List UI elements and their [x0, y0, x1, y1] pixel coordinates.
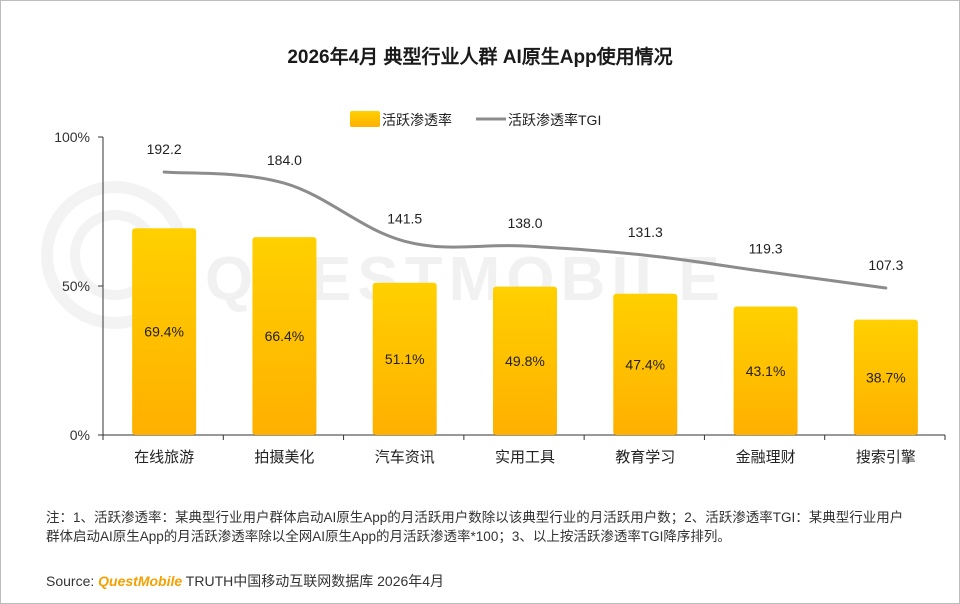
tgi-value-label: 107.3	[868, 257, 903, 273]
bar	[733, 306, 798, 435]
chart-svg: QUESTMOBILE 活跃渗透率 活跃渗透率TGI 0%50%100%在线旅游拍…	[41, 111, 946, 466]
tgi-value-label: 119.3	[749, 241, 783, 257]
bar	[372, 282, 437, 435]
tgi-value-label: 192.2	[147, 141, 182, 157]
x-tick-label: 金融理财	[736, 449, 796, 466]
bar	[613, 293, 678, 435]
x-tick-label: 拍摄美化	[254, 449, 314, 466]
x-tick-label: 搜索引擎	[856, 449, 916, 466]
x-tick-label: 实用工具	[495, 449, 555, 466]
y-tick-label: 100%	[54, 129, 90, 145]
bar	[252, 237, 317, 435]
y-tick-label: 0%	[70, 427, 90, 443]
legend-bar-label: 活跃渗透率	[382, 112, 452, 128]
source-label: Source:	[46, 573, 95, 589]
tgi-value-label: 131.3	[628, 224, 663, 240]
bar-value-label: 66.4%	[265, 328, 305, 344]
bar-value-label: 69.4%	[144, 324, 184, 340]
tgi-value-label: 138.0	[507, 215, 542, 231]
bar-value-label: 47.4%	[625, 356, 665, 372]
brand-logo-text: QuestMobile	[98, 573, 183, 589]
bar	[493, 286, 557, 435]
bar-value-label: 49.8%	[505, 353, 545, 369]
chart-title: 2026年4月 典型行业人群 AI原生App使用情况	[287, 47, 673, 68]
x-tick-label: 汽车资讯	[375, 449, 435, 466]
tgi-value-label: 141.5	[387, 210, 422, 226]
x-tick-label: 教育学习	[615, 449, 675, 466]
bar-value-label: 38.7%	[866, 369, 906, 385]
legend-line-label: 活跃渗透率TGI	[508, 112, 601, 128]
footnote: 注：1、活跃渗透率：某典型行业用户群体启动AI原生App的月活跃用户数除以该典型…	[46, 510, 904, 544]
y-tick-label: 50%	[62, 278, 90, 294]
tgi-value-label: 184.0	[267, 152, 302, 168]
bar-value-label: 51.1%	[385, 351, 425, 367]
bar	[132, 228, 197, 435]
legend-bar-swatch	[350, 111, 380, 127]
bar-value-label: 43.1%	[746, 363, 786, 379]
x-tick-label: 在线旅游	[134, 449, 194, 466]
source-text: TRUTH中国移动互联网数据库 2026年4月	[185, 573, 445, 589]
source-line: Source: QuestMobile TRUTH中国移动互联网数据库 2026…	[46, 571, 444, 591]
bar	[853, 319, 918, 435]
